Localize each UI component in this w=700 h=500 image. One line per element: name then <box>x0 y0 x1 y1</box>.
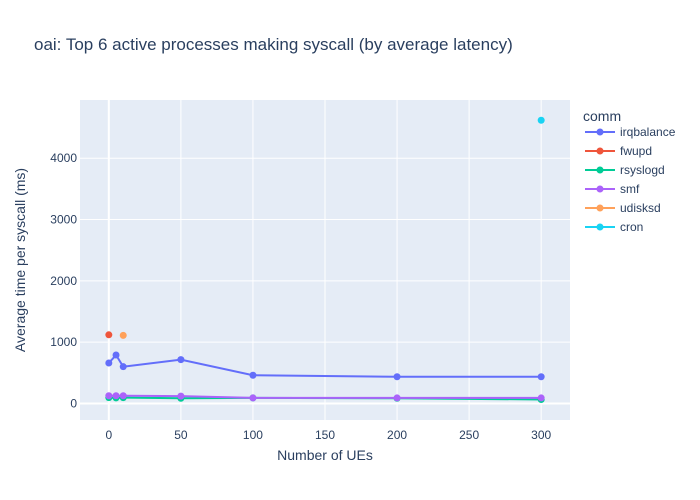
legend-label: cron <box>620 220 643 234</box>
legend-swatch-marker <box>596 223 604 231</box>
data-point-smf <box>249 394 257 402</box>
legend-label: fwupd <box>620 144 652 158</box>
y-tick-label: 2000 <box>50 274 77 288</box>
x-tick-label: 150 <box>315 428 335 442</box>
series-cron <box>537 116 545 124</box>
legend-swatch-marker <box>596 204 604 212</box>
series-smf <box>105 392 545 402</box>
data-point-smf <box>105 392 113 400</box>
legend-swatch-marker <box>596 185 604 193</box>
data-point-irqbalance <box>393 373 401 381</box>
x-tick-label: 50 <box>174 428 188 442</box>
data-point-smf <box>177 392 185 400</box>
legend-label: rsyslogd <box>620 163 665 177</box>
legend-label: udisksd <box>620 201 661 215</box>
data-point-smf <box>537 394 545 402</box>
series-fwupd <box>105 331 113 339</box>
legend-item-udisksd[interactable]: udisksd <box>585 201 661 215</box>
legend-title: comm <box>583 108 621 124</box>
legend-item-rsyslogd[interactable]: rsyslogd <box>585 163 665 177</box>
grid-lines <box>80 100 570 420</box>
legend-swatch-marker <box>596 128 604 136</box>
data-point-smf <box>393 394 401 402</box>
y-tick-label: 4000 <box>50 151 77 165</box>
series-group <box>105 116 545 403</box>
legend-item-cron[interactable]: cron <box>585 220 643 234</box>
data-point-smf <box>119 392 127 400</box>
legend-label: smf <box>620 182 640 196</box>
x-tick-label: 200 <box>387 428 407 442</box>
data-point-irqbalance <box>119 363 127 371</box>
data-point-smf <box>112 392 120 400</box>
data-point-irqbalance <box>249 371 257 379</box>
data-point-udisksd <box>119 331 127 339</box>
x-tick-label: 300 <box>531 428 551 442</box>
series-udisksd <box>119 331 127 339</box>
data-point-cron <box>537 116 545 124</box>
series-irqbalance <box>105 351 545 381</box>
y-tick-label: 1000 <box>50 335 77 349</box>
legend[interactable]: irqbalance fwupd rsyslogd smf udisksd cron <box>585 125 676 234</box>
x-tick-label: 100 <box>243 428 263 442</box>
legend-item-irqbalance[interactable]: irqbalance <box>585 125 676 139</box>
data-point-irqbalance <box>112 351 120 359</box>
y-tick-label: 0 <box>70 396 77 410</box>
legend-item-smf[interactable]: smf <box>585 182 640 196</box>
data-point-irqbalance <box>537 373 545 381</box>
legend-item-fwupd[interactable]: fwupd <box>585 144 652 158</box>
legend-swatch-marker <box>596 166 604 174</box>
chart-title: oai: Top 6 active processes making sysca… <box>34 35 513 54</box>
data-point-fwupd <box>105 331 113 339</box>
x-tick-label: 0 <box>105 428 112 442</box>
x-tick-label: 250 <box>459 428 479 442</box>
legend-swatch-marker <box>596 147 604 155</box>
data-point-irqbalance <box>177 356 185 364</box>
x-axis-title: Number of UEs <box>277 447 373 463</box>
data-point-irqbalance <box>105 359 113 367</box>
legend-label: irqbalance <box>620 125 676 139</box>
y-axis-title: Average time per syscall (ms) <box>12 168 28 352</box>
y-tick-label: 3000 <box>50 213 77 227</box>
